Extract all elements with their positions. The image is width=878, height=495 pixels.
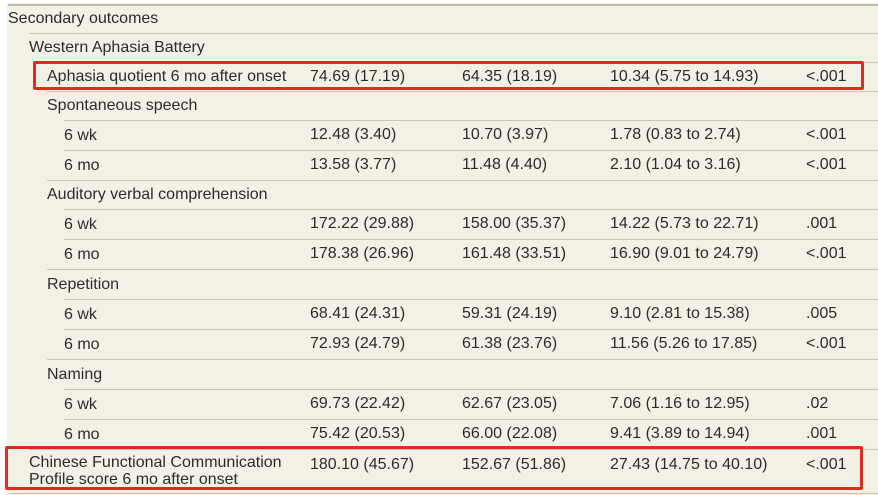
row-label: 6 wk: [64, 305, 97, 323]
row-divider: [29, 449, 878, 450]
cell-difference-ci: 2.10 (1.04 to 3.16): [610, 156, 741, 173]
cell-group2-mean: 158.00 (35.37): [462, 215, 567, 232]
cell-p-value: .005: [806, 305, 838, 322]
cell-group2-mean: 64.35 (18.19): [462, 67, 558, 85]
table-row-6mo: 6 mo 13.58 (3.77) 11.48 (4.40) 2.10 (1.0…: [7, 150, 878, 180]
row-divider: [64, 389, 878, 390]
cell-difference-ci: 16.90 (9.01 to 24.79): [610, 245, 759, 262]
table-panel: [7, 3, 878, 495]
row-divider: [8, 4, 878, 6]
table-row-6mo: 6 mo 178.38 (26.96) 161.48 (33.51) 16.90…: [7, 239, 878, 269]
table-row-6wk: 6 wk 68.41 (24.31) 59.31 (24.19) 9.10 (2…: [7, 299, 878, 329]
row-label: 6 mo: [64, 335, 100, 353]
table-row-subsection: Repetition: [7, 269, 878, 299]
table-row-subsection: Naming: [7, 359, 878, 389]
row-divider: [47, 180, 878, 181]
cell-group1-mean: 68.41 (24.31): [310, 305, 406, 322]
row-label: 6 mo: [64, 425, 100, 443]
cell-group1-mean: 13.58 (3.77): [310, 156, 397, 173]
row-divider: [47, 269, 878, 270]
table-row-subsection: Western Aphasia Battery: [7, 33, 878, 62]
cell-difference-ci: 7.06 (1.16 to 12.95): [610, 395, 750, 412]
cell-p-value: .001: [806, 215, 838, 232]
row-divider: [47, 91, 878, 92]
table-row-cfcp-score: Chinese Functional Communication Profile…: [7, 449, 878, 493]
row-divider: [64, 239, 878, 240]
cell-group1-mean: 74.69 (17.19): [310, 67, 406, 85]
cell-group2-mean: 152.67 (51.86): [462, 456, 567, 473]
row-label: 6 mo: [64, 156, 100, 174]
row-divider: [64, 329, 878, 330]
row-divider: [64, 209, 878, 210]
cell-group2-mean: 11.48 (4.40): [462, 156, 548, 173]
row-label: Repetition: [47, 275, 120, 293]
cell-group2-mean: 62.67 (23.05): [462, 395, 558, 412]
row-label: 6 wk: [64, 395, 97, 413]
row-label: Western Aphasia Battery: [29, 39, 205, 56]
row-divider: [64, 150, 878, 151]
outcomes-table: Secondary outcomes Western Aphasia Batte…: [7, 4, 878, 493]
cell-group2-mean: 66.00 (22.08): [462, 425, 558, 442]
cell-difference-ci: 14.22 (5.73 to 22.71): [610, 215, 759, 232]
row-label: 6 mo: [64, 245, 100, 263]
cell-p-value: <.001: [806, 456, 847, 473]
cell-group2-mean: 10.70 (3.97): [462, 126, 549, 143]
row-label: 6 wk: [64, 126, 97, 144]
cell-difference-ci: 11.56 (5.26 to 17.85): [610, 335, 758, 352]
cell-group1-mean: 69.73 (22.42): [310, 395, 406, 412]
table-row-subsection: Spontaneous speech: [7, 91, 878, 120]
cell-group1-mean: 72.93 (24.79): [310, 335, 406, 352]
table-row-6wk: 6 wk 12.48 (3.40) 10.70 (3.97) 1.78 (0.8…: [7, 120, 878, 150]
cell-difference-ci: 27.43 (14.75 to 40.10): [610, 456, 768, 473]
row-divider: [47, 359, 878, 360]
cell-difference-ci: 10.34 (5.75 to 14.93): [610, 67, 759, 85]
cell-group2-mean: 61.38 (23.76): [462, 335, 558, 352]
cell-p-value: <.001: [806, 126, 847, 143]
row-label: Chinese Functional Communication Profile…: [29, 454, 282, 488]
row-label: Spontaneous speech: [47, 97, 198, 114]
row-label: Naming: [47, 365, 103, 383]
table-row-6mo: 6 mo 72.93 (24.79) 61.38 (23.76) 11.56 (…: [7, 329, 878, 359]
row-label: Aphasia quotient 6 mo after onset: [47, 68, 287, 85]
cell-p-value: <.001: [806, 245, 847, 262]
table-row-6mo: 6 mo 75.42 (20.53) 66.00 (22.08) 9.41 (3…: [7, 419, 878, 449]
table-row-aphasia-quotient: Aphasia quotient 6 mo after onset 74.69 …: [7, 62, 878, 91]
row-label: Secondary outcomes: [8, 10, 159, 27]
table-row-subsection: Auditory verbal comprehension: [7, 180, 878, 209]
row-divider: [64, 419, 878, 420]
cell-p-value: .02: [806, 395, 829, 412]
cell-group1-mean: 12.48 (3.40): [310, 126, 397, 143]
table-bottom-rule: [9, 493, 878, 494]
row-divider: [47, 62, 878, 63]
row-divider: [64, 120, 878, 121]
cell-difference-ci: 9.10 (2.81 to 15.38): [610, 305, 750, 322]
row-label: 6 wk: [64, 215, 97, 233]
cell-group1-mean: 172.22 (29.88): [310, 215, 415, 232]
cell-p-value: <.001: [806, 335, 847, 352]
cell-group2-mean: 59.31 (24.19): [462, 305, 558, 322]
table-row-6wk: 6 wk 172.22 (29.88) 158.00 (35.37) 14.22…: [7, 209, 878, 239]
row-divider: [64, 299, 878, 300]
cell-p-value: .001: [806, 425, 838, 442]
cell-difference-ci: 1.78 (0.83 to 2.74): [610, 126, 741, 143]
row-divider: [29, 33, 878, 34]
row-label: Auditory verbal comprehension: [47, 186, 268, 203]
cell-p-value: <.001: [806, 67, 847, 85]
cell-p-value: <.001: [806, 156, 847, 173]
cell-group1-mean: 75.42 (20.53): [310, 425, 406, 442]
cell-difference-ci: 9.41 (3.89 to 14.94): [610, 425, 750, 442]
table-row-section-header: Secondary outcomes: [7, 4, 878, 33]
cell-group1-mean: 178.38 (26.96): [310, 245, 415, 262]
cell-group1-mean: 180.10 (45.67): [310, 456, 415, 473]
cell-group2-mean: 161.48 (33.51): [462, 245, 567, 262]
table-row-6wk: 6 wk 69.73 (22.42) 62.67 (23.05) 7.06 (1…: [7, 389, 878, 419]
